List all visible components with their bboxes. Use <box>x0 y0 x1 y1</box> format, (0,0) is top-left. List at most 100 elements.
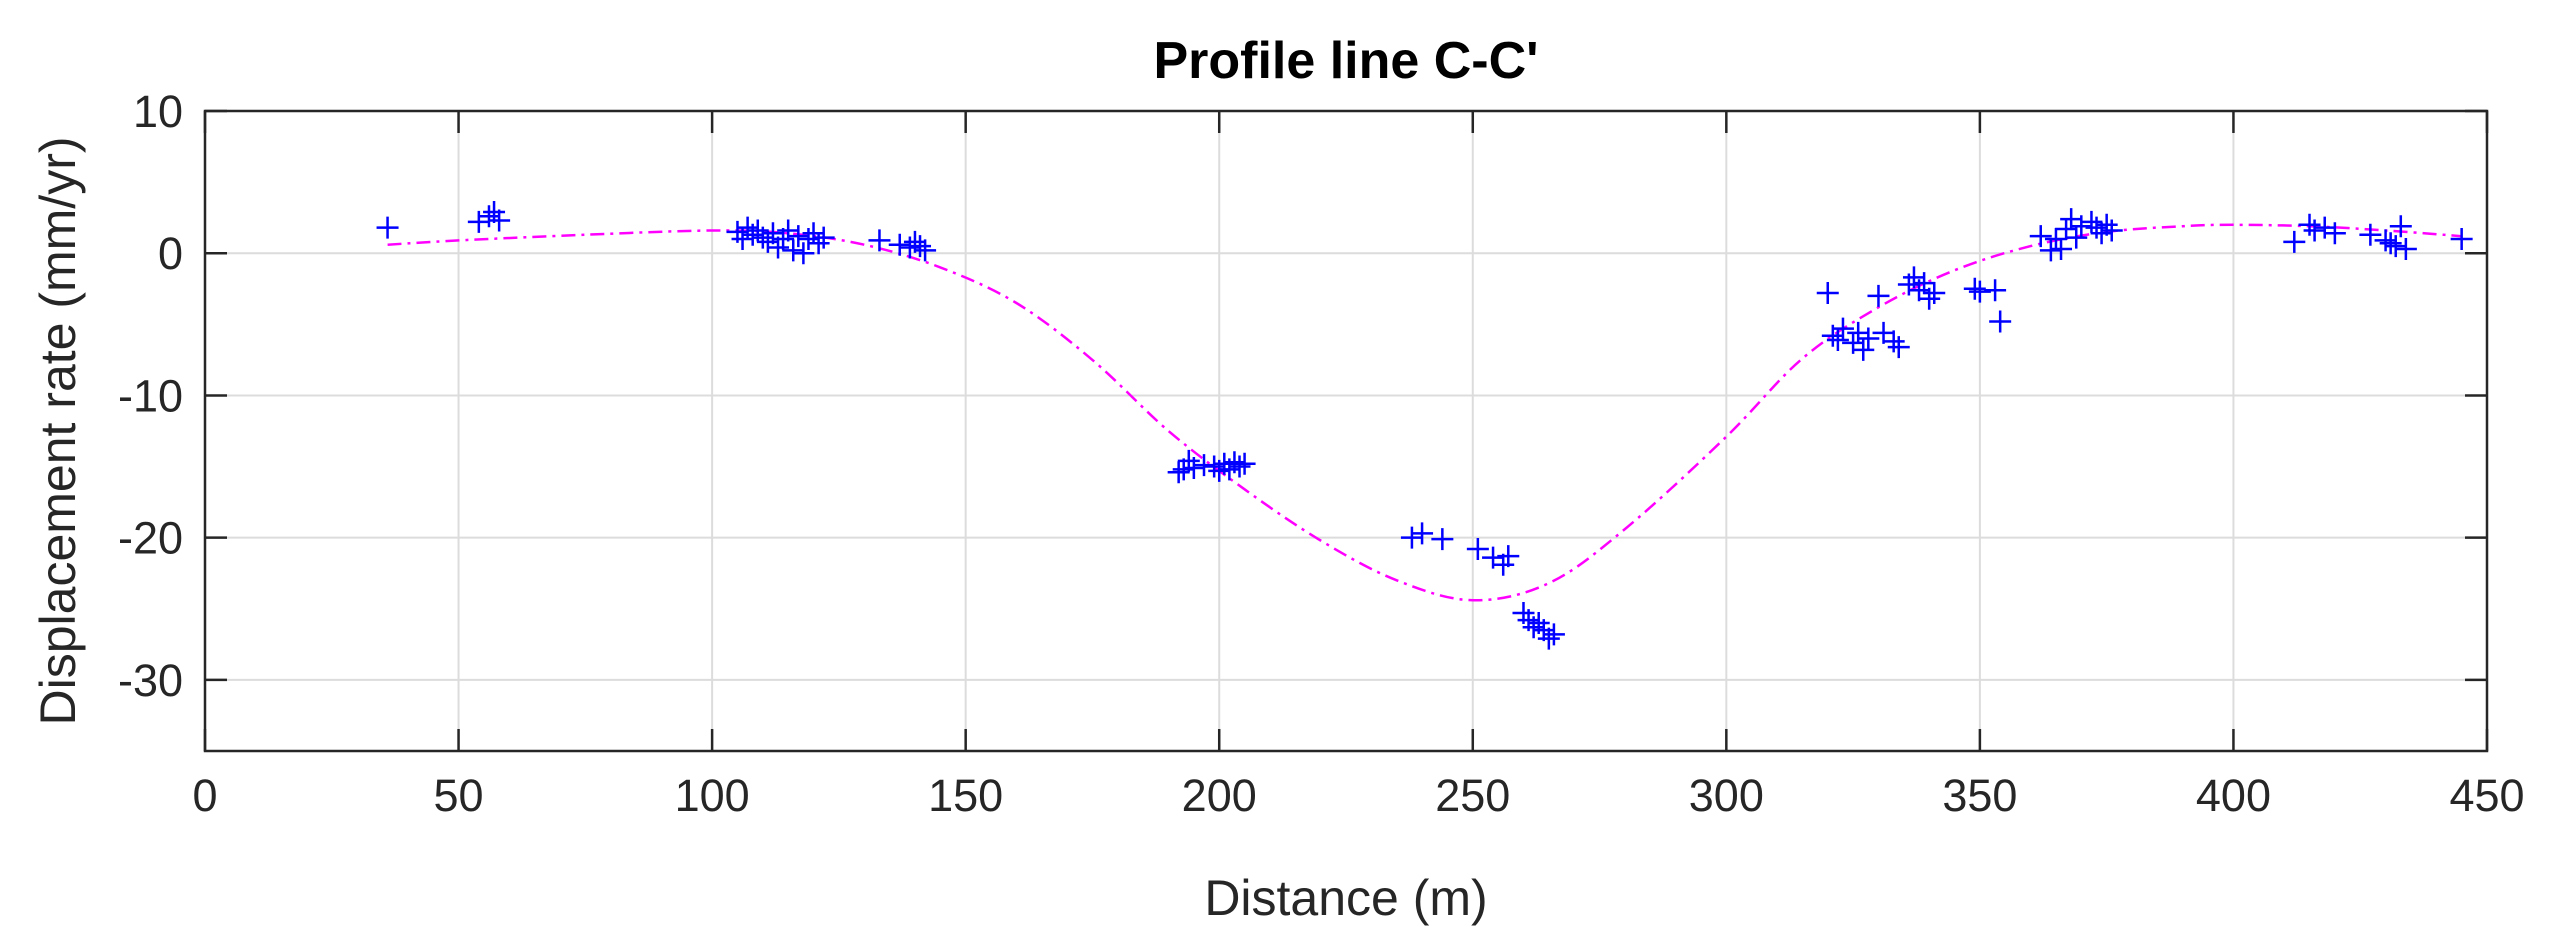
fit-line-layer <box>387 223 2462 602</box>
data-point-marker <box>2044 228 2067 250</box>
data-point-marker <box>792 242 815 265</box>
data-point-marker <box>909 235 932 258</box>
data-point-marker <box>2379 232 2402 255</box>
data-point-marker <box>1400 526 1423 549</box>
data-point-marker <box>1902 266 1925 289</box>
data-point-marker <box>1167 461 1190 484</box>
data-point-marker <box>1887 336 1910 359</box>
x-tick-label: 400 <box>2196 770 2271 821</box>
y-tick-label: -10 <box>118 370 183 421</box>
data-point-marker <box>797 228 820 250</box>
data-point-marker <box>1213 452 1236 475</box>
plot-area-background <box>205 111 2487 751</box>
grid <box>205 111 2487 751</box>
data-point-marker <box>2303 219 2326 242</box>
data-point-marker <box>761 222 784 245</box>
tick-marks <box>203 109 2489 751</box>
data-point-marker <box>1233 452 1256 475</box>
data-point-marker <box>898 236 921 259</box>
plot-frame <box>203 109 2489 753</box>
data-point-marker <box>1857 327 1880 350</box>
data-point-marker <box>2313 216 2336 239</box>
x-tick-label: 450 <box>2449 770 2524 821</box>
fit-line <box>387 223 2462 602</box>
x-tick-label: 250 <box>1435 770 1510 821</box>
data-point-marker <box>2283 230 2306 253</box>
data-point-marker <box>1537 627 1560 650</box>
x-tick-label: 200 <box>1182 770 1257 821</box>
chart-title: Profile line C-C' <box>1153 32 1538 90</box>
x-axis-label: Distance (m) <box>1204 870 1487 926</box>
data-point-marker <box>2095 213 2118 236</box>
data-point-marker <box>1193 454 1216 477</box>
data-point-marker <box>2384 235 2407 258</box>
x-tick-label: 300 <box>1689 770 1764 821</box>
data-point-marker <box>1203 455 1226 478</box>
data-point-marker <box>1816 282 1839 305</box>
data-point-marker <box>1963 277 1986 300</box>
data-point-marker <box>1923 282 1946 305</box>
marker-layer <box>376 200 2473 650</box>
data-point-marker <box>2039 239 2062 262</box>
data-point-marker <box>1989 310 2012 333</box>
data-point-marker <box>868 229 891 252</box>
data-point-marker <box>1852 338 1875 361</box>
data-point-marker <box>1542 623 1565 646</box>
data-point-marker <box>2394 237 2417 260</box>
data-point-marker <box>2450 228 2473 250</box>
data-point-marker <box>1223 451 1246 474</box>
data-point-marker <box>1847 321 1870 344</box>
x-tick-label: 0 <box>192 770 217 821</box>
data-point-marker <box>782 239 805 262</box>
data-point-marker <box>741 223 764 246</box>
data-point-marker <box>2374 229 2397 252</box>
data-point-marker <box>1867 284 1890 307</box>
data-point-marker <box>2065 226 2088 249</box>
data-point-marker <box>2029 225 2052 248</box>
data-point-marker <box>2389 215 2412 238</box>
data-point-marker <box>1182 456 1205 479</box>
y-tick-label: -30 <box>118 655 183 706</box>
data-point-marker <box>1466 538 1489 561</box>
data-point-marker <box>1411 522 1434 545</box>
data-point-marker <box>2100 219 2123 242</box>
data-point-marker <box>376 216 399 239</box>
data-point-marker <box>802 222 825 245</box>
y-tick-label: -20 <box>118 513 183 564</box>
y-tick-labels: 10 0 -10 -20 -30 <box>118 86 183 706</box>
data-point-marker <box>807 232 830 255</box>
data-point-marker <box>2298 213 2321 236</box>
data-point-marker <box>777 219 800 242</box>
data-point-marker <box>1968 280 1991 303</box>
data-point-marker <box>1831 317 1854 340</box>
data-point-marker <box>751 226 774 249</box>
data-point-marker <box>914 239 937 262</box>
data-point-marker <box>1918 287 1941 310</box>
data-point-marker <box>1882 330 1905 353</box>
data-point-marker <box>1431 528 1454 551</box>
x-tick-label: 350 <box>1942 770 2017 821</box>
y-tick-label: 0 <box>158 228 183 279</box>
data-point-marker <box>2085 216 2108 239</box>
data-point-marker <box>888 233 911 256</box>
x-tick-labels: 0 50 100 150 200 250 300 350 400 450 <box>192 770 2524 821</box>
data-point-marker <box>812 226 835 249</box>
data-point-marker <box>2323 222 2346 245</box>
data-point-marker <box>2359 223 2382 246</box>
data-point-marker <box>1228 455 1251 478</box>
data-point-marker <box>467 210 490 233</box>
data-point-marker <box>787 225 810 248</box>
data-point-marker <box>2070 215 2093 238</box>
data-point-marker <box>1984 279 2007 302</box>
data-point-marker <box>1913 272 1936 295</box>
x-tick-label: 100 <box>675 770 750 821</box>
data-point-marker <box>1497 545 1520 568</box>
x-tick-label: 150 <box>928 770 1003 821</box>
x-tick-label: 50 <box>434 770 484 821</box>
y-axis-label: Displacement rate (mm/yr) <box>30 137 86 726</box>
data-point-marker <box>1522 616 1545 639</box>
data-point-marker <box>731 228 754 250</box>
data-point-marker <box>488 209 511 232</box>
data-point-marker <box>2050 237 2073 260</box>
